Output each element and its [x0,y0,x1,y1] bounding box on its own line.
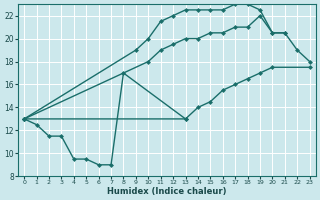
X-axis label: Humidex (Indice chaleur): Humidex (Indice chaleur) [107,187,227,196]
